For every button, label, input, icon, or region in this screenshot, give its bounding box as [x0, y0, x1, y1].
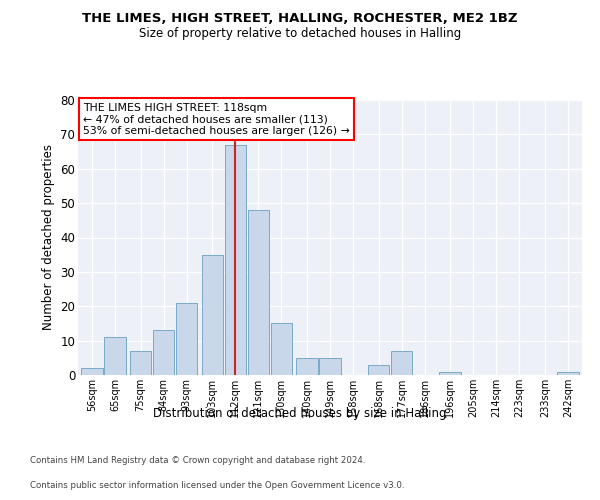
Text: THE LIMES, HIGH STREET, HALLING, ROCHESTER, ME2 1BZ: THE LIMES, HIGH STREET, HALLING, ROCHEST…	[82, 12, 518, 26]
Text: Contains public sector information licensed under the Open Government Licence v3: Contains public sector information licen…	[30, 481, 404, 490]
Bar	[176, 303, 197, 375]
Bar	[368, 364, 389, 375]
Y-axis label: Number of detached properties: Number of detached properties	[42, 144, 55, 330]
Text: Contains HM Land Registry data © Crown copyright and database right 2024.: Contains HM Land Registry data © Crown c…	[30, 456, 365, 465]
Bar	[202, 254, 223, 375]
Bar	[271, 324, 292, 375]
Bar	[296, 358, 318, 375]
Bar	[224, 144, 246, 375]
Text: Size of property relative to detached houses in Halling: Size of property relative to detached ho…	[139, 28, 461, 40]
Bar	[248, 210, 269, 375]
Bar	[153, 330, 175, 375]
Text: Distribution of detached houses by size in Halling: Distribution of detached houses by size …	[153, 408, 447, 420]
Bar	[391, 351, 412, 375]
Bar	[82, 368, 103, 375]
Text: THE LIMES HIGH STREET: 118sqm
← 47% of detached houses are smaller (113)
53% of : THE LIMES HIGH STREET: 118sqm ← 47% of d…	[83, 103, 350, 136]
Bar	[439, 372, 461, 375]
Bar	[557, 372, 578, 375]
Bar	[130, 351, 151, 375]
Bar	[319, 358, 341, 375]
Bar	[104, 337, 126, 375]
